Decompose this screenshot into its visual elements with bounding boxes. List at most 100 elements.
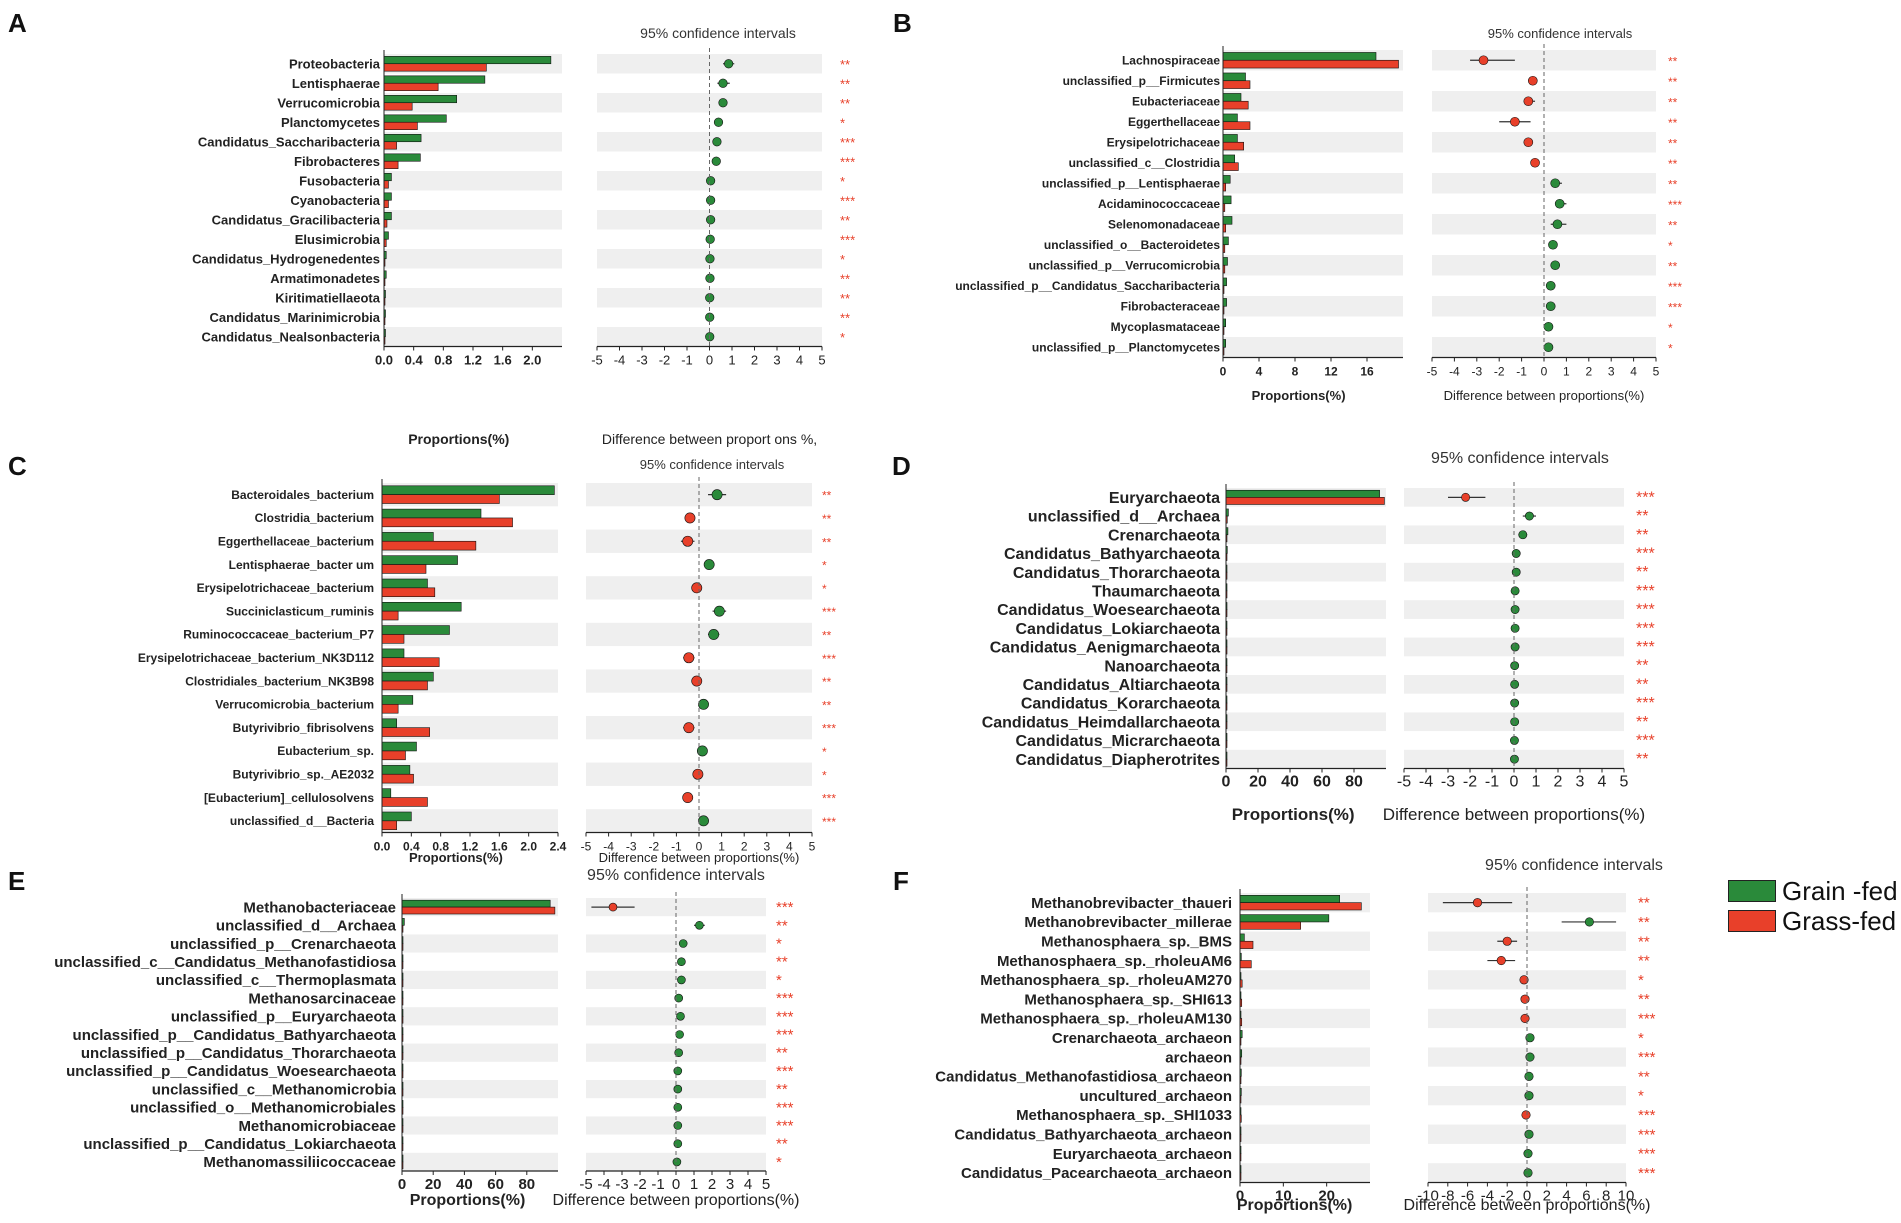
- panel-f-sig-label: ***: [1638, 1107, 1656, 1124]
- panel-b-ci-tick-label: 1: [1563, 365, 1570, 379]
- panel-d-ci-point: [1461, 492, 1471, 502]
- panel-e-sig-label: **: [776, 1136, 788, 1153]
- panel-a: A 95% confidence intervals Proteobacteria *…: [8, 8, 855, 447]
- panel-e-bar-tick-label: 60: [487, 1176, 504, 1193]
- panel-d-stripe: [1226, 712, 1386, 732]
- panel-a-ci-tick-label: -3: [636, 353, 648, 368]
- panel-e-ci-tick-label: 4: [744, 1176, 752, 1193]
- panel-b-sig-label: ***: [1668, 198, 1682, 212]
- panel-e-bar-tick-label: 20: [425, 1176, 442, 1193]
- panel-f-ci-point: [1502, 936, 1512, 946]
- panel-b-sig-label: **: [1668, 116, 1678, 130]
- panel-a-bar-grain: [383, 95, 457, 104]
- panel-d-sig-label: ***: [1636, 489, 1655, 506]
- panel-b-ci-tick-label: -2: [1494, 365, 1505, 379]
- panel-d-sig-label: ***: [1636, 620, 1655, 637]
- panel-c-bar-grass: [381, 797, 428, 807]
- panel-e-ci-tick-label: 3: [726, 1176, 734, 1193]
- panel-b-ci-stripe: [1432, 173, 1656, 194]
- panel-d-ci-point: [1510, 623, 1520, 633]
- panel-c-bar-grass: [381, 727, 430, 737]
- panel-a-sig-label: *: [840, 330, 845, 345]
- panel-f-ci-title: 95% confidence intervals: [1485, 857, 1663, 874]
- panel-f-ci-point: [1523, 1168, 1533, 1178]
- panel-a-ci-point: [711, 156, 721, 166]
- panel-c-category-label: [Eubacterium]_cellulosolvens: [204, 791, 374, 805]
- panel-f-category-label: uncultured_archaeon: [1079, 1088, 1232, 1105]
- panel-b-ci-point: [1530, 157, 1540, 168]
- panel-b-ci-tick-label: 2: [1585, 365, 1592, 379]
- panel-c-ci-tick-label: 0: [696, 840, 703, 854]
- panel-c-stripe: [382, 809, 558, 833]
- panel-c-category-label: Ruminococcaceae_bacterium_P7: [183, 628, 374, 642]
- panel-a-sig-label: ***: [840, 135, 855, 150]
- panel-e-stripe: [402, 1152, 558, 1171]
- panel-b-ci-point: [1527, 75, 1538, 86]
- panel-a-ci-tick-label: 1: [728, 353, 735, 368]
- panel-e: E 95% confidence intervals Methanobacteria…: [8, 866, 799, 1209]
- panel-d-bar-tick-label: 40: [1281, 774, 1299, 791]
- panel-b-ci-point: [1554, 198, 1565, 209]
- panel-e-ci-point: [674, 993, 684, 1003]
- panel-e-category-label: Methanobacteriaceae: [243, 899, 396, 916]
- panel-b-ci-xlabel: Difference between proportions(%): [1444, 388, 1645, 403]
- panel-e-sig-label: *: [776, 936, 782, 953]
- panel-b-bar-grain: [1222, 93, 1242, 102]
- panel-e-sig-label: **: [776, 917, 788, 934]
- panel-d-stripe: [1226, 525, 1386, 545]
- panel-c-stripe: [382, 762, 558, 786]
- panel-f-sig-label: **: [1638, 933, 1650, 950]
- panel-f-ci-point: [1525, 1033, 1535, 1043]
- panel-c-bar-grain: [381, 485, 555, 495]
- panel-e-stripe: [402, 970, 558, 989]
- panel-f-sig-label: ***: [1638, 1146, 1656, 1163]
- panel-a-bar-grain: [383, 75, 486, 84]
- panel-b-ci-tick-label: 5: [1653, 365, 1660, 379]
- legend: Grain -fed Grass-fed: [1728, 876, 1898, 936]
- panel-e-sig-label: ***: [776, 1118, 794, 1135]
- panel-d-stripe: [1226, 749, 1386, 769]
- panel-f-ci-point: [1521, 1110, 1531, 1120]
- panel-a-category-label: Cyanobacteria: [290, 193, 380, 208]
- panel-a-bar-tick-label: 1.6: [494, 353, 512, 368]
- panel-f-sig-label: ***: [1638, 1126, 1656, 1143]
- panel-b-bar-grain: [1222, 175, 1231, 184]
- panel-a-category-label: Armatimonadetes: [270, 271, 380, 286]
- panel-c-bar-grass: [381, 704, 399, 714]
- panel-d-ci-point: [1510, 679, 1520, 689]
- panel-b-category-label: Lachnospiraceae: [1122, 53, 1220, 67]
- panel-d-category-label: Nanoarchaeota: [1104, 658, 1220, 675]
- panel-c-sig-label: **: [822, 512, 832, 526]
- panel-d-bar-xlabel: Proportions(%): [1232, 805, 1355, 824]
- panel-c-bar-grass: [381, 564, 427, 574]
- panel-b-sig-label: **: [1668, 54, 1678, 68]
- panel-a-bar-grain: [383, 114, 447, 123]
- panel-a-sig-label: *: [840, 115, 845, 130]
- panel-a-sig-label: *: [840, 252, 845, 267]
- panel-d-ci-point: [1510, 661, 1520, 671]
- panel-c-sig-label: ***: [822, 815, 836, 829]
- panel-b-ci-tick-label: 0: [1541, 365, 1548, 379]
- panel-a-bar-grain: [383, 212, 392, 221]
- panel-d-stripe: [1226, 637, 1386, 657]
- panel-a-stripe: [384, 327, 562, 347]
- panel-d-stripe: [1226, 562, 1386, 582]
- panel-c-ci-point: [698, 698, 709, 710]
- panel-c-ci-tick-label: 2: [741, 840, 748, 854]
- panel-b-sig-label: **: [1668, 75, 1678, 89]
- panel-b-bar-grain: [1222, 113, 1238, 123]
- panel-c-ci-tick-label: 3: [763, 840, 770, 854]
- panel-f-sig-label: *: [1638, 1088, 1644, 1105]
- panel-a-sig-label: ***: [840, 154, 855, 169]
- panel-b-bar-grain: [1222, 216, 1233, 225]
- panel-e-bar-tick-label: 80: [518, 1176, 535, 1193]
- panel-c-sig-label: *: [822, 559, 827, 573]
- panel-e-ci-tick-label: -2: [633, 1176, 646, 1193]
- panel-c-ci-tick-label: -5: [581, 840, 592, 854]
- panel-a-bar-grain: [383, 134, 422, 143]
- panel-b-ci-point: [1548, 239, 1558, 250]
- panel-f-sig-label: **: [1638, 1068, 1650, 1085]
- panel-c-bar-grass: [381, 517, 513, 528]
- panel-b-ci-tick-label: 4: [1630, 365, 1637, 379]
- panel-a-ci-tick-label: 5: [818, 353, 825, 368]
